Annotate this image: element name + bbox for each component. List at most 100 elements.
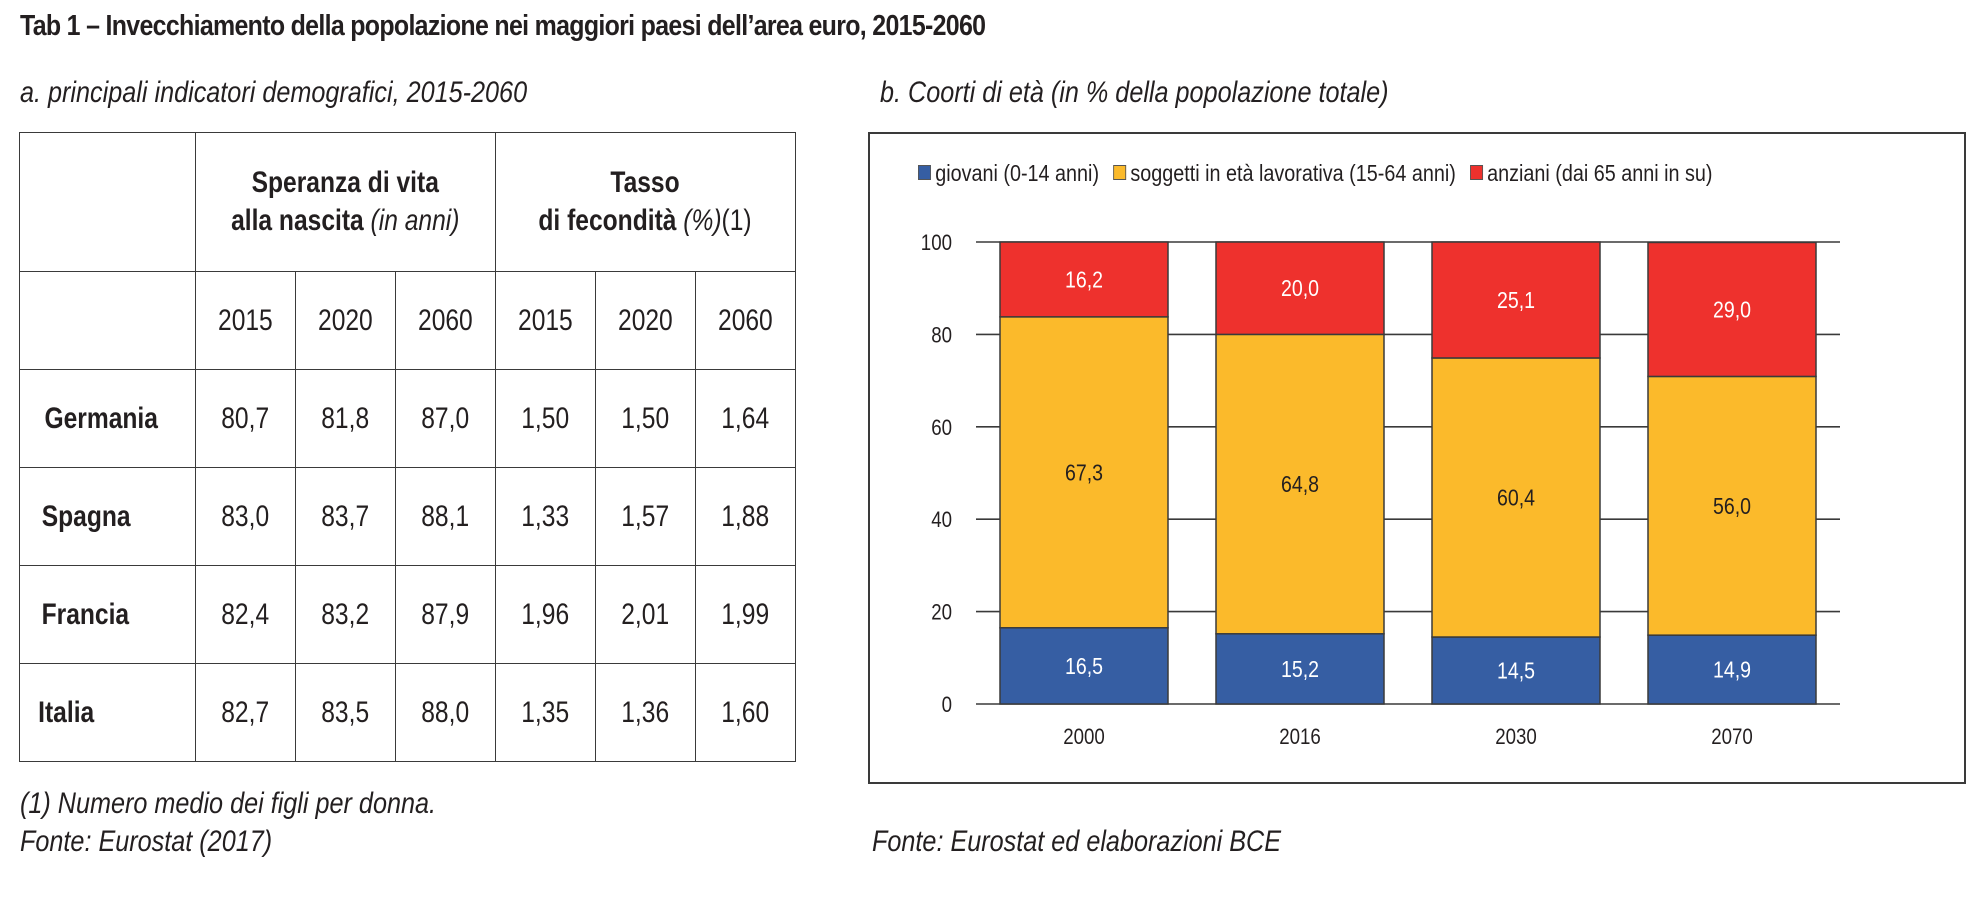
- header-unit: (%): [683, 204, 723, 237]
- x-tick-label: 2000: [1063, 726, 1105, 750]
- bar-segment: [1647, 241, 1817, 378]
- header-label: Tasso: [610, 166, 681, 199]
- header-life-expectancy: Speranza di vita alla nascita (in anni): [195, 132, 496, 272]
- bar-segment: [1647, 375, 1817, 636]
- legend-swatch: [918, 165, 931, 181]
- y-tick-label: 20: [931, 601, 952, 625]
- value-cell: 1,35: [495, 663, 596, 762]
- value-cell: 88,0: [395, 663, 496, 762]
- panel-a-subtitle: a. principali indicatori demografici, 20…: [20, 76, 528, 109]
- legend-swatch: [1469, 165, 1483, 181]
- data-label: 67,3: [1065, 460, 1103, 486]
- country-cell: Italia: [19, 663, 196, 762]
- bar-segment: [1647, 634, 1817, 705]
- table-row: Germania 80,7 81,8 87,0 1,50 1,50 1,64: [19, 369, 796, 468]
- value-cell: 1,33: [495, 467, 596, 566]
- year-header: 2020: [595, 271, 696, 370]
- value-cell: 83,5: [295, 663, 396, 762]
- bar-segment: [1431, 241, 1601, 359]
- header-unit: (in anni): [370, 204, 460, 237]
- legend-label: anziani (dai 65 anni in su): [1487, 160, 1713, 186]
- value-cell: 87,9: [395, 565, 496, 664]
- value-cell: 1,60: [695, 663, 796, 762]
- source-note: Fonte: Eurostat (2017): [20, 825, 273, 858]
- data-label: 56,0: [1713, 493, 1751, 519]
- data-label: 14,9: [1713, 657, 1751, 683]
- value-cell: 1,36: [595, 663, 696, 762]
- data-label: 16,2: [1065, 267, 1103, 293]
- table-row: Francia 82,4 83,2 87,9 1,96 2,01 1,99: [19, 565, 796, 664]
- table-row: Italia 82,7 83,5 88,0 1,35 1,36 1,60: [19, 663, 796, 762]
- value-cell: 1,96: [495, 565, 596, 664]
- data-label: 25,1: [1497, 288, 1535, 314]
- panel-a-notes: (1) Numero medio dei figli per donna. Fo…: [20, 785, 436, 861]
- value-cell: 81,8: [295, 369, 396, 468]
- legend-label: soggetti in età lavorativa (15-64 anni): [1130, 160, 1456, 186]
- header-label: Speranza di vita: [251, 166, 440, 199]
- year-header: 2060: [395, 271, 496, 370]
- value-cell: 82,4: [195, 565, 296, 664]
- panel-b-subtitle: b. Coorti di età (in % della popolazione…: [880, 76, 1389, 109]
- y-tick-label: 40: [931, 509, 952, 533]
- country-cell: Spagna: [19, 467, 196, 566]
- y-tick-label: 60: [931, 416, 952, 440]
- data-label: 14,5: [1497, 658, 1535, 684]
- value-cell: 2,01: [595, 565, 696, 664]
- bar-segment: [1431, 357, 1601, 638]
- bar-segment: [1215, 333, 1385, 635]
- value-cell: 1,88: [695, 467, 796, 566]
- x-tick-label: 2030: [1495, 726, 1537, 750]
- header-label: di fecondità: [538, 204, 677, 237]
- stacked-bar-chart: 0 20 40 60 80 100 16,5 67,3 16,2 2000 15,2 64,8 20,0…: [921, 232, 1840, 750]
- years-empty-cell: [19, 271, 196, 370]
- year-header: 2015: [495, 271, 596, 370]
- value-cell: 88,1: [395, 467, 496, 566]
- bar-segment: [1431, 636, 1601, 705]
- header-label: alla nascita: [231, 204, 364, 237]
- x-tick-label: 2070: [1711, 726, 1753, 750]
- legend-label: giovani (0-14 anni): [935, 160, 1100, 186]
- value-cell: 1,57: [595, 467, 696, 566]
- y-tick-label: 80: [931, 324, 952, 348]
- y-tick-label: 100: [921, 232, 952, 256]
- chart-frame: [868, 132, 1966, 784]
- value-cell: 1,50: [495, 369, 596, 468]
- bar-segment: [999, 241, 1169, 318]
- table-row: Spagna 83,0 83,7 88,1 1,33 1,57 1,88: [19, 467, 796, 566]
- country-cell: Germania: [19, 369, 196, 468]
- panel-b-source: Fonte: Eurostat ed elaborazioni BCE: [872, 825, 1282, 858]
- value-cell: 82,7: [195, 663, 296, 762]
- year-header: 2020: [295, 271, 396, 370]
- table-years-row: 2015 2020 2060 2015 2020 2060: [19, 271, 796, 370]
- value-cell: 1,50: [595, 369, 696, 468]
- legend-item-working-age: soggetti in età lavorativa (15-64 anni): [1113, 160, 1456, 187]
- data-label: 20,0: [1281, 276, 1319, 302]
- value-cell: 80,7: [195, 369, 296, 468]
- page-title: Tab 1 – Invecchiamento della popolazione…: [20, 10, 986, 42]
- data-label: 64,8: [1281, 472, 1319, 498]
- data-label: 29,0: [1713, 297, 1751, 323]
- data-label: 15,2: [1281, 656, 1319, 682]
- value-cell: 87,0: [395, 369, 496, 468]
- demographic-indicators-table: Speranza di vita alla nascita (in anni) T…: [19, 132, 796, 762]
- x-tick-label: 2016: [1279, 726, 1321, 750]
- value-cell: 1,99: [695, 565, 796, 664]
- year-header: 2015: [195, 271, 296, 370]
- header-footnote-ref: (1): [722, 204, 753, 237]
- value-cell: 83,0: [195, 467, 296, 566]
- legend-swatch: [1113, 165, 1127, 181]
- bar-segment: [1215, 633, 1385, 705]
- legend-item-elderly: anziani (dai 65 anni in su): [1469, 160, 1713, 187]
- country-cell: Francia: [19, 565, 196, 664]
- bar-segment: [999, 316, 1169, 629]
- value-cell: 83,2: [295, 565, 396, 664]
- value-cell: 83,7: [295, 467, 396, 566]
- header-empty-cell: [19, 132, 196, 272]
- footnote: (1) Numero medio dei figli per donna.: [20, 787, 437, 820]
- value-cell: 1,64: [695, 369, 796, 468]
- header-fertility-rate: Tasso di fecondità (%)(1): [495, 132, 796, 272]
- y-tick-label: 0: [942, 694, 952, 718]
- bar-segment: [1215, 241, 1385, 336]
- year-header: 2060: [695, 271, 796, 370]
- chart-legend: giovani (0-14 anni) soggetti in età lavo…: [918, 160, 1721, 187]
